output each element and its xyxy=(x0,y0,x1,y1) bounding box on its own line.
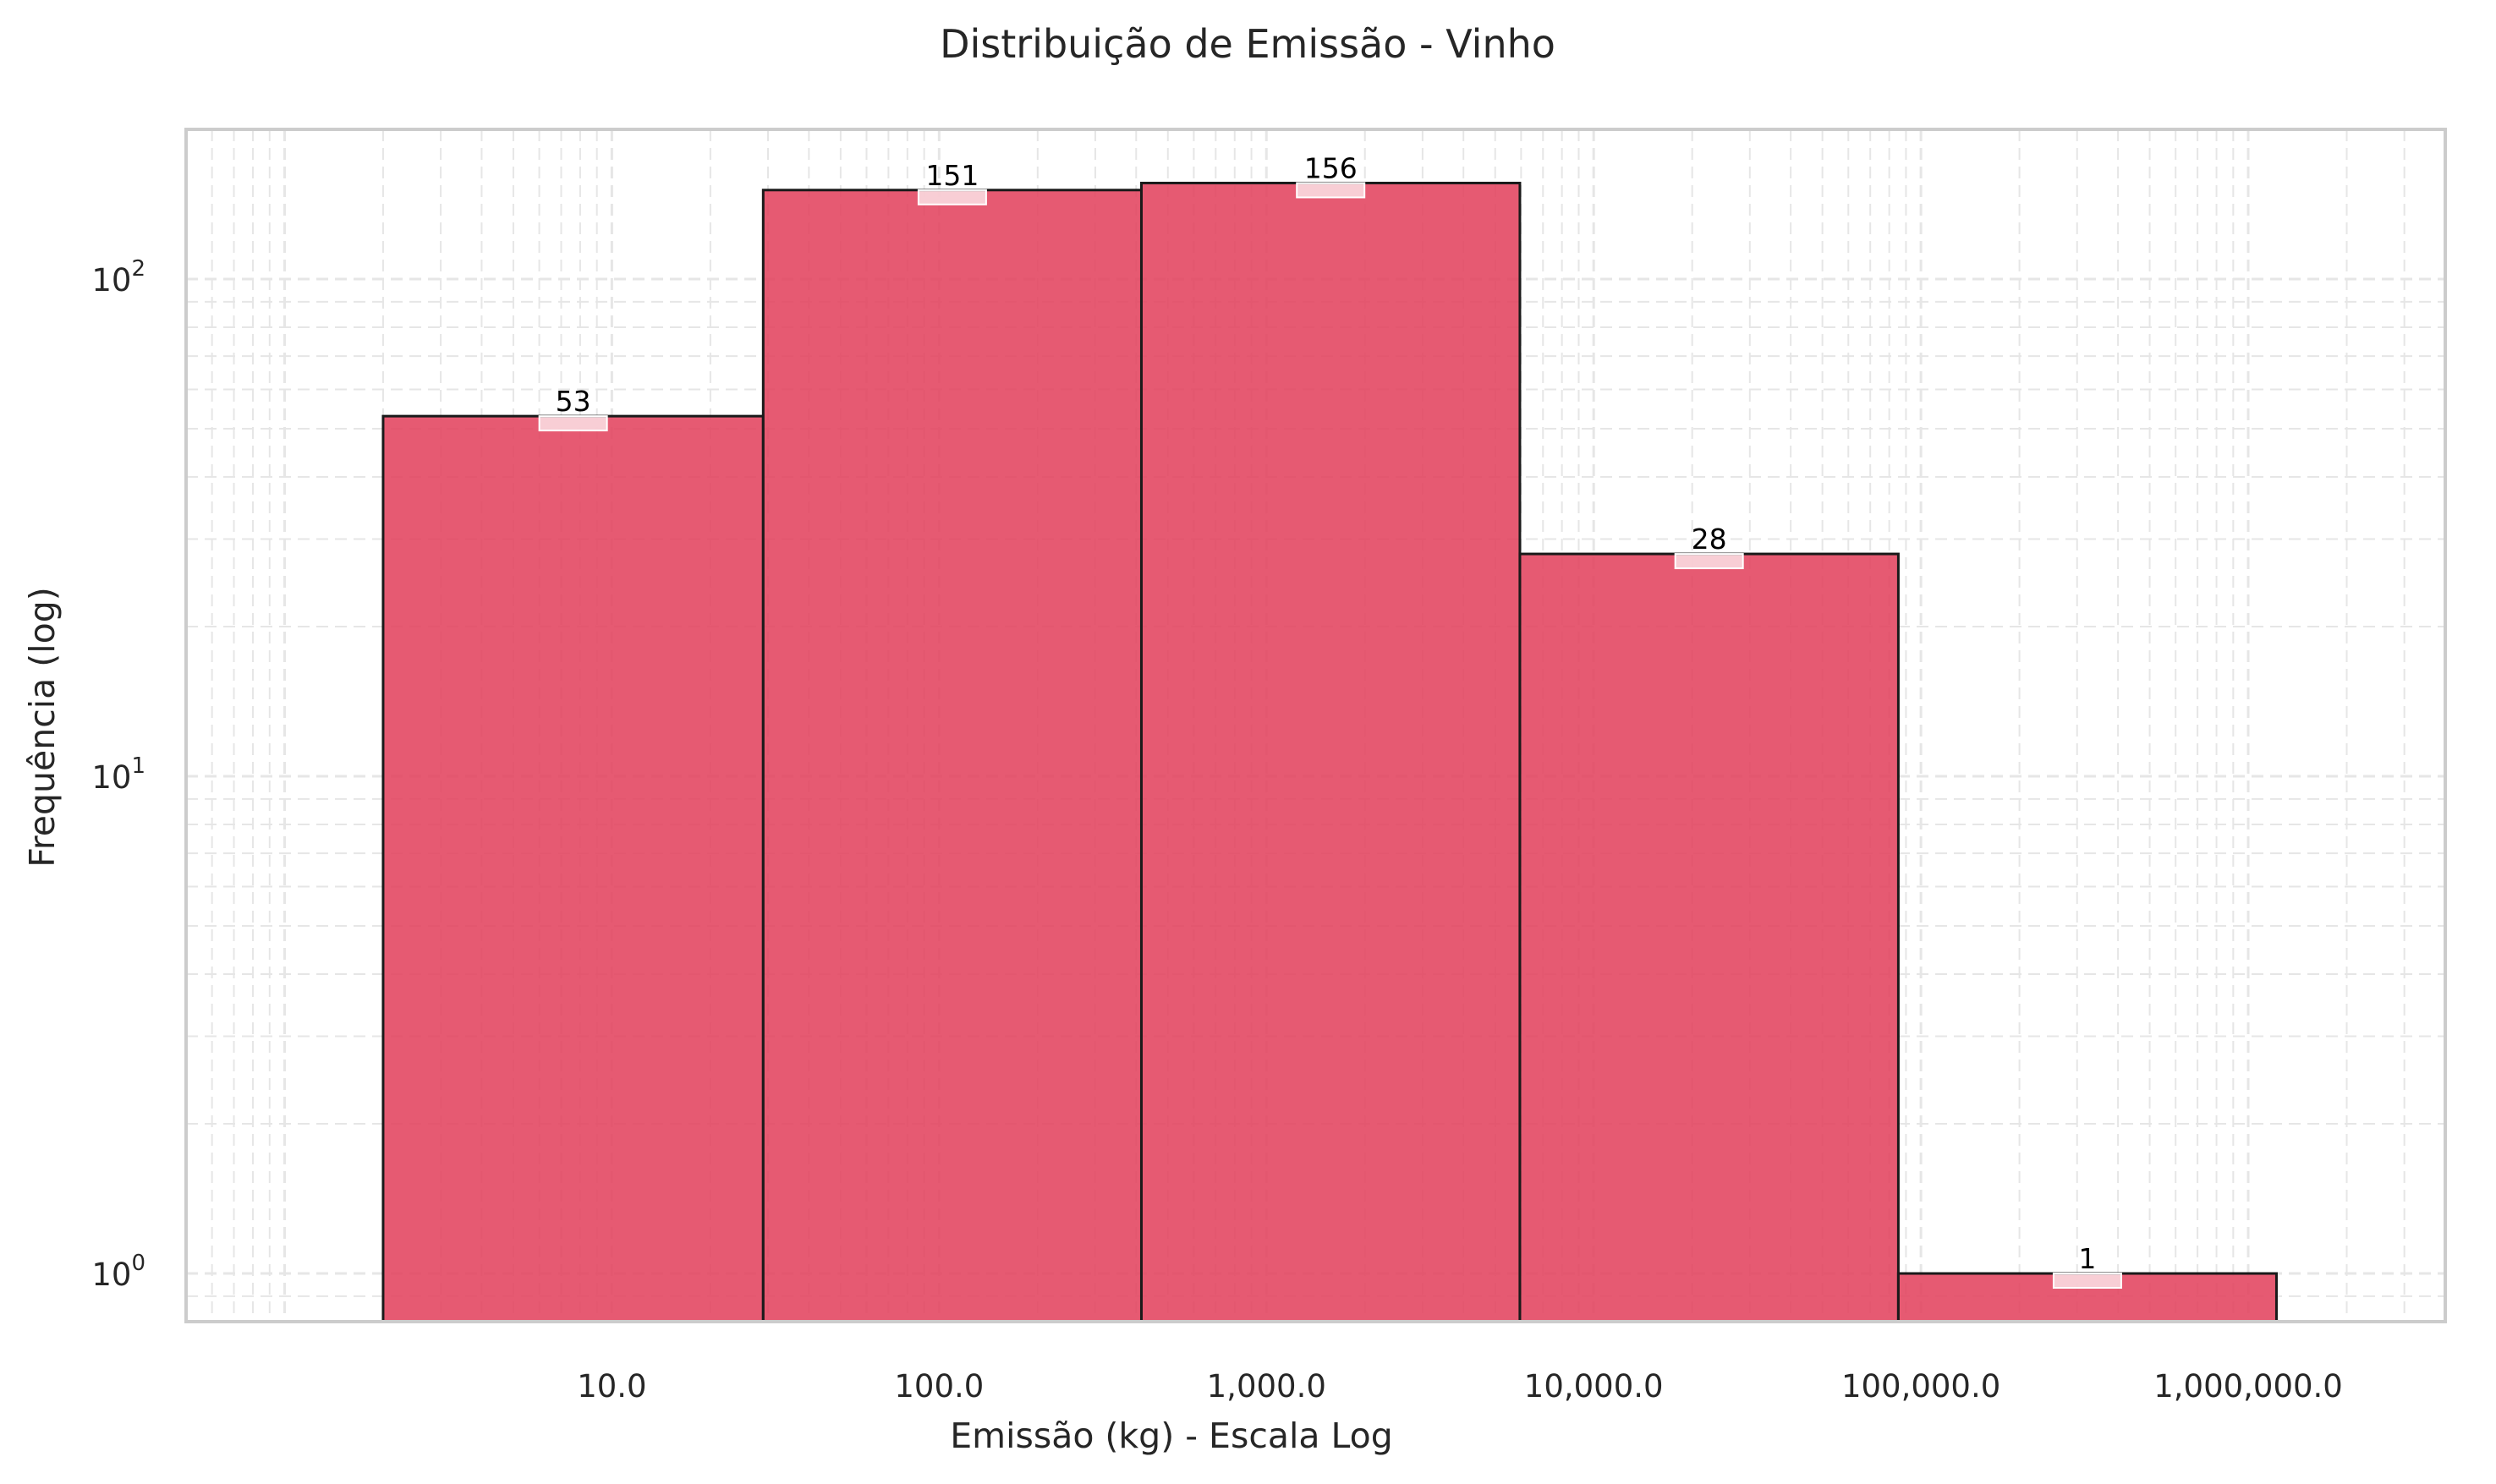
bar-value-label: 53 xyxy=(556,385,591,418)
x-tick-label: 1,000,000.0 xyxy=(2153,1368,2343,1405)
plot-frame xyxy=(184,128,2447,1323)
x-axis-label: Emissão (kg) - Escala Log xyxy=(950,1416,1393,1456)
histogram-bar xyxy=(761,189,1143,1323)
histogram-bar xyxy=(1139,181,1522,1323)
y-axis-ticks: 100 101 102 xyxy=(91,256,145,1293)
x-tick-label: 10.0 xyxy=(577,1368,646,1405)
bar-label-background xyxy=(538,415,608,432)
chart-title: Distribuição de Emissão - Vinho xyxy=(940,21,1555,67)
y-tick-label: 102 xyxy=(91,256,145,298)
x-tick-label: 100.0 xyxy=(894,1368,984,1405)
bar-value-label: 1 xyxy=(2078,1242,2096,1275)
y-tick-label: 100 xyxy=(91,1251,145,1293)
x-tick-label: 100,000.0 xyxy=(1841,1368,2000,1405)
bar-label-background xyxy=(1674,553,1744,570)
histogram-bar xyxy=(1896,1272,2278,1323)
histogram-bar xyxy=(381,414,765,1323)
bar-value-label: 156 xyxy=(1304,151,1358,184)
bar-label-background xyxy=(917,189,987,205)
x-tick-label: 1,000.0 xyxy=(1207,1368,1326,1405)
x-axis-ticks: 10.0 100.0 1,000.0 10,000.0 100,000.0 1,000,0… xyxy=(577,1368,2343,1405)
y-axis-label: Frequência (log) xyxy=(22,587,63,868)
y-tick-label: 101 xyxy=(91,753,145,796)
bar-value-label: 151 xyxy=(925,159,979,192)
bar-value-label: 28 xyxy=(1692,523,1727,556)
bar-label-background xyxy=(2052,1273,2122,1290)
histogram-bar xyxy=(1518,552,1900,1323)
bar-label-background xyxy=(1296,182,1366,199)
histogram-bars xyxy=(381,181,2278,1323)
bar-labels: 53 151 156 28 1 xyxy=(538,151,2122,1290)
x-tick-label: 10,000.0 xyxy=(1524,1368,1664,1405)
